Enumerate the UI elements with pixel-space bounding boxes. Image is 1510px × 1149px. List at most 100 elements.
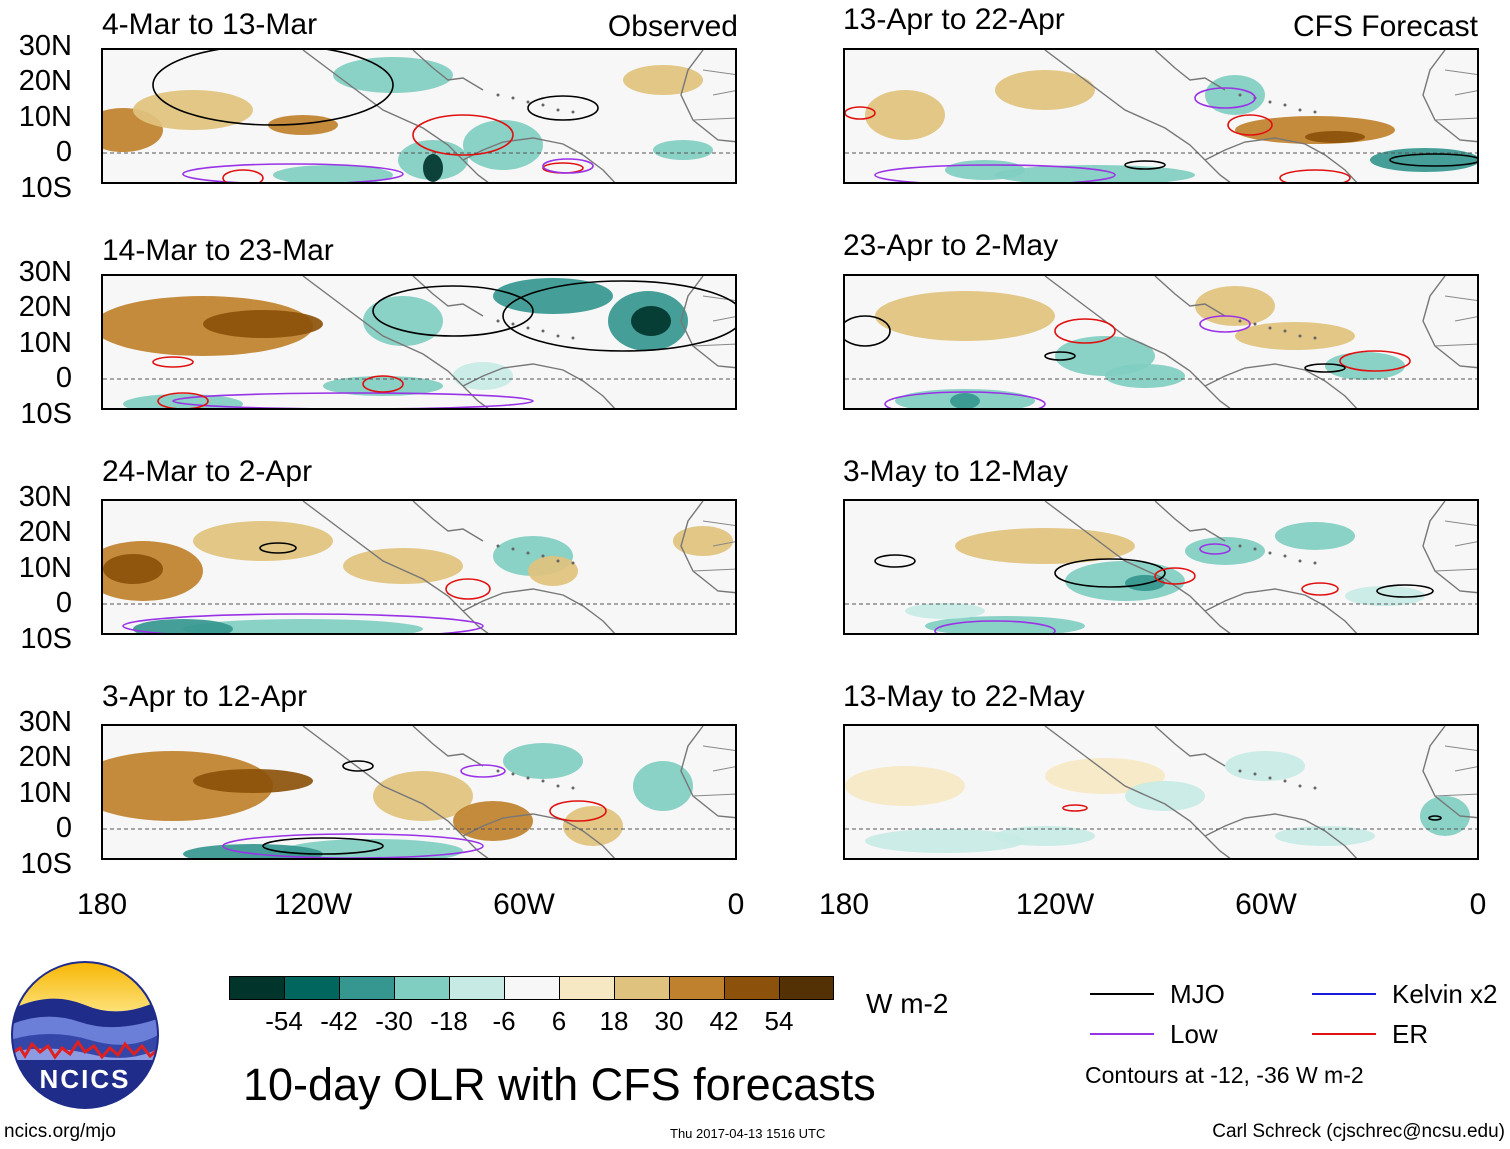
legend-line-kelvin — [1312, 993, 1376, 995]
colorbar-label: 42 — [709, 1006, 739, 1036]
colorbar-label: 18 — [599, 1006, 629, 1036]
coastline-central-america — [1044, 50, 1231, 182]
lat-label: 30N — [18, 481, 72, 513]
olr-anomaly-blob — [333, 57, 453, 93]
lon-label-right: 180 — [818, 888, 870, 921]
wave-contour — [1199, 315, 1251, 333]
coastline-gulf — [412, 501, 484, 542]
lat-label: 10N — [18, 777, 72, 809]
colorbar-cell — [505, 977, 560, 999]
colorbar-label: 30 — [654, 1006, 684, 1036]
olr-map-panel-right-1 — [843, 48, 1479, 184]
olr-anomaly-blob — [1125, 781, 1205, 811]
lat-label: 20N — [18, 741, 72, 773]
wave-contour — [1054, 318, 1116, 344]
wave-contour — [342, 760, 374, 772]
country-borders — [1434, 745, 1477, 797]
olr-anomaly-blob — [503, 743, 583, 779]
island-dot — [1238, 544, 1242, 548]
olr-anomaly-blob — [463, 120, 543, 170]
island-dot — [556, 559, 560, 563]
legend-label-low: Low — [1170, 1019, 1218, 1049]
lat-label: 30N — [18, 256, 72, 288]
colorbar-cell — [285, 977, 340, 999]
wave-contour — [362, 375, 404, 393]
island-dot — [511, 322, 515, 326]
country-borders — [692, 295, 735, 347]
island-dot — [1313, 336, 1317, 340]
wave-contour — [412, 114, 514, 156]
colorbar-label: -54 — [265, 1006, 303, 1036]
olr-anomaly-blob — [133, 619, 233, 633]
wave-contour — [1389, 153, 1477, 167]
coastline-gulf — [412, 726, 484, 767]
figure-title: 10-day OLR with CFS forecasts — [243, 1059, 876, 1110]
lon-label-right: 120W — [1015, 888, 1095, 921]
lat-label: 30N — [18, 30, 72, 62]
logo-mountains-icon — [11, 961, 159, 1109]
olr-map-panel-right-2 — [843, 274, 1479, 410]
coastline-central-america — [302, 501, 489, 633]
olr-anomaly-blob — [1065, 561, 1185, 601]
colorbar-cell — [725, 977, 780, 999]
olr-anomaly-blob — [268, 115, 338, 135]
country-borders — [692, 69, 735, 121]
olr-anomaly-blob — [875, 291, 1055, 341]
wave-contour — [1428, 815, 1442, 821]
lat-label: 10N — [18, 101, 72, 133]
coastline-central-america — [1044, 501, 1231, 633]
olr-anomaly-blob — [631, 306, 671, 336]
wave-contour — [1054, 558, 1166, 588]
island-dot — [541, 103, 545, 107]
olr-anomaly-blob — [343, 548, 463, 584]
coastline-africa — [680, 50, 735, 143]
olr-anomaly-blob — [905, 603, 985, 619]
panel-title-left-3: 24-Mar to 2-Apr — [102, 455, 313, 488]
island-dot — [496, 769, 500, 773]
island-dot — [496, 319, 500, 323]
website-link[interactable]: ncics.org/mjo — [4, 1121, 116, 1142]
island-dot — [1283, 779, 1287, 783]
island-dot — [526, 100, 530, 104]
colorbar-cell — [450, 977, 505, 999]
wave-contour — [1227, 114, 1273, 136]
olr-map-panel-left-1 — [101, 48, 737, 184]
wave-contour — [1376, 584, 1434, 598]
wave-contour — [157, 392, 209, 408]
legend-note: Contours at -12, -36 W m-2 — [1085, 1062, 1364, 1088]
island-dot — [541, 554, 545, 558]
wave-contour — [172, 392, 534, 408]
olr-anomaly-blob — [1275, 826, 1375, 846]
island-dot — [571, 561, 575, 565]
island-dot — [1298, 784, 1302, 788]
olr-anomaly-blob — [1235, 322, 1355, 350]
coastline-central-america — [1044, 726, 1231, 858]
olr-anomaly-blob — [950, 393, 980, 408]
olr-anomaly-blob — [1225, 751, 1305, 781]
colorbar-unit: W m-2 — [866, 988, 949, 1019]
wave-contour — [1304, 363, 1346, 373]
panel-title-left-2: 14-Mar to 23-Mar — [102, 234, 334, 267]
coastline-africa — [1422, 276, 1477, 369]
olr-anomaly-blob — [193, 769, 313, 793]
olr-anomaly-blob — [623, 65, 703, 95]
island-dot — [1298, 334, 1302, 338]
panel-title-left-1: 4-Mar to 13-Mar — [102, 8, 318, 41]
island-dot — [1268, 551, 1272, 555]
olr-anomaly-blob — [203, 310, 323, 338]
colorbar-cell — [670, 977, 725, 999]
island-dot — [1253, 772, 1257, 776]
wave-contour — [1044, 351, 1076, 361]
forecast-label: CFS Forecast — [1292, 10, 1478, 43]
country-borders — [1434, 520, 1477, 572]
coastline-central-america — [302, 276, 489, 408]
wave-contour — [845, 315, 891, 347]
wave-contour — [1124, 160, 1166, 170]
olr-anomaly-blob — [865, 829, 1025, 853]
olr-anomaly-blob — [995, 70, 1095, 110]
wave-contour — [549, 800, 607, 822]
olr-map-panel-left-4 — [101, 724, 737, 860]
olr-anomaly-blob — [673, 526, 733, 556]
wave-contour — [874, 554, 916, 568]
wave-contour — [1154, 567, 1196, 585]
